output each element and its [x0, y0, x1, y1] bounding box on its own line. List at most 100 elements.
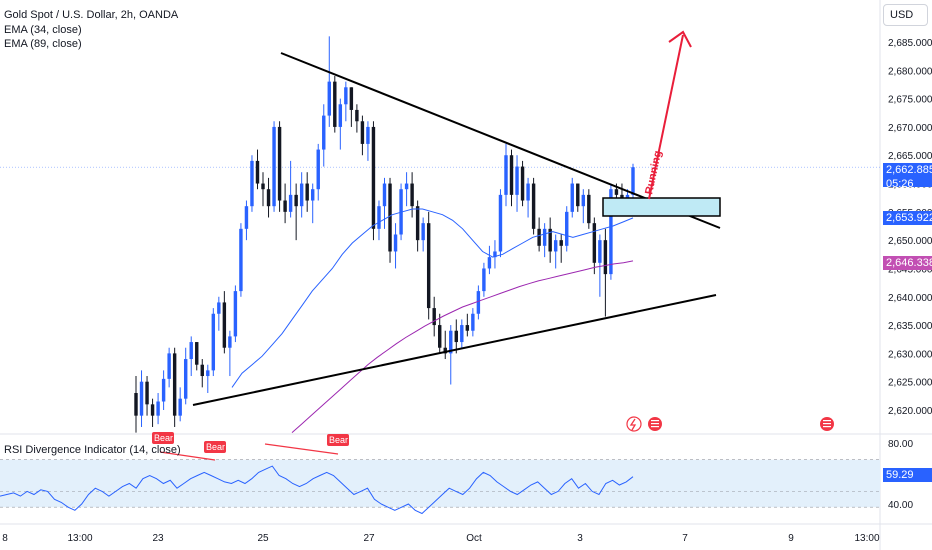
- candle-body: [515, 166, 519, 195]
- candle-body: [421, 223, 425, 241]
- candle-body: [333, 81, 337, 127]
- candle-body: [465, 325, 470, 331]
- currency-button[interactable]: USD: [883, 4, 928, 26]
- candle-body: [614, 189, 619, 195]
- candle-body: [266, 189, 271, 207]
- last-price-tag: 2,662.885 05:26: [883, 163, 932, 190]
- y-tick-label: 2,630.000: [888, 349, 932, 360]
- y-tick-label: 2,665.000: [888, 151, 932, 162]
- candle-body: [134, 393, 138, 416]
- candle-body: [542, 228, 547, 246]
- candle-body: [316, 149, 320, 190]
- rsi-level-80: 80.00: [888, 439, 913, 450]
- candle-body: [327, 81, 331, 116]
- ema34-price-tag: 2,653.922: [883, 211, 932, 225]
- candle-body: [349, 87, 354, 110]
- candle-body: [222, 302, 227, 348]
- candle-body: [526, 183, 530, 201]
- x-tick-label: 23: [152, 533, 164, 544]
- candle-body: [250, 160, 254, 207]
- running-arrow-shaft: [648, 34, 684, 200]
- y-tick-label: 2,640.000: [888, 293, 932, 304]
- candle-body: [570, 183, 574, 212]
- candle-body: [366, 126, 370, 144]
- flag-stripe: [823, 420, 831, 422]
- candle-body: [493, 251, 497, 258]
- candle-body: [559, 240, 563, 246]
- candle-body: [487, 257, 492, 269]
- running-arrow-head: [668, 30, 692, 48]
- ema89-legend: EMA (89, close): [4, 38, 82, 50]
- candle-body: [355, 109, 359, 122]
- candle-body: [195, 342, 199, 365]
- bear-label-text: Bear: [154, 433, 173, 443]
- candle-body: [156, 401, 160, 416]
- candle-body: [537, 228, 541, 246]
- candle-body: [277, 126, 282, 201]
- flag-stripe: [823, 426, 831, 428]
- candle-body: [609, 189, 613, 275]
- candle-body: [150, 404, 155, 416]
- candle-body: [244, 206, 249, 229]
- candle-body: [509, 155, 514, 195]
- y-tick-label: 2,685.000: [888, 38, 932, 49]
- candle-body: [145, 381, 149, 405]
- x-tick-label: 7: [682, 533, 688, 544]
- candle-body: [426, 223, 431, 309]
- bear-label-badge: [152, 432, 174, 444]
- candle-body: [565, 211, 569, 246]
- candle-body: [178, 398, 182, 416]
- x-tick-label: 3: [577, 533, 583, 544]
- countdown-value: 05:26: [886, 178, 914, 190]
- candle-body: [261, 183, 265, 190]
- candle-body: [167, 353, 171, 379]
- candle-body: [255, 160, 260, 184]
- rsi-panel-title: RSI Divergence Indicator (14, close): [4, 444, 181, 456]
- flag-stripe: [651, 423, 659, 425]
- lightning-icon: [629, 418, 637, 431]
- lower-trendline: [192, 294, 717, 406]
- bear-label-badge: [327, 434, 349, 446]
- candle-body: [460, 325, 464, 343]
- bear-label-text: Bear: [206, 442, 225, 452]
- y-tick-label: 2,625.000: [888, 378, 932, 389]
- candle-body: [377, 206, 381, 229]
- candle-body: [410, 183, 414, 207]
- candle-body: [200, 364, 204, 377]
- candle-body: [288, 194, 293, 212]
- x-tick-label: 8: [2, 533, 8, 544]
- candle-body: [310, 189, 315, 201]
- candle-body: [393, 234, 398, 252]
- x-tick-label: 13:00: [854, 533, 879, 544]
- x-tick-label: Oct: [466, 533, 482, 544]
- currency-label: USD: [890, 9, 914, 21]
- candle-body: [476, 291, 481, 314]
- candle-body: [449, 330, 453, 354]
- divergence-line: [264, 443, 339, 455]
- candle-body: [592, 223, 597, 263]
- ema89-line: [291, 260, 634, 433]
- candle-body: [432, 308, 436, 326]
- x-tick-label: 27: [363, 533, 375, 544]
- candle-body: [548, 228, 552, 252]
- candle-body: [388, 183, 392, 252]
- candle-body: [371, 126, 376, 229]
- candle-body: [172, 353, 177, 416]
- candle-body: [531, 183, 536, 229]
- candle-body: [294, 194, 298, 207]
- rsi-line: [0, 465, 634, 515]
- candle-body: [239, 228, 243, 292]
- x-tick-label: 13:00: [67, 533, 92, 544]
- candle-body: [587, 194, 591, 224]
- candle-body: [305, 183, 309, 201]
- candle-body: [272, 126, 276, 207]
- y-tick-label: 2,675.000: [888, 95, 932, 106]
- candle-body: [482, 268, 486, 292]
- candle-body: [344, 87, 348, 105]
- x-tick-label: 9: [788, 533, 794, 544]
- candle-body: [183, 359, 188, 399]
- y-tick-label: 2,670.000: [888, 123, 932, 134]
- x-tick-label: 25: [257, 533, 269, 544]
- candle-body: [322, 115, 326, 150]
